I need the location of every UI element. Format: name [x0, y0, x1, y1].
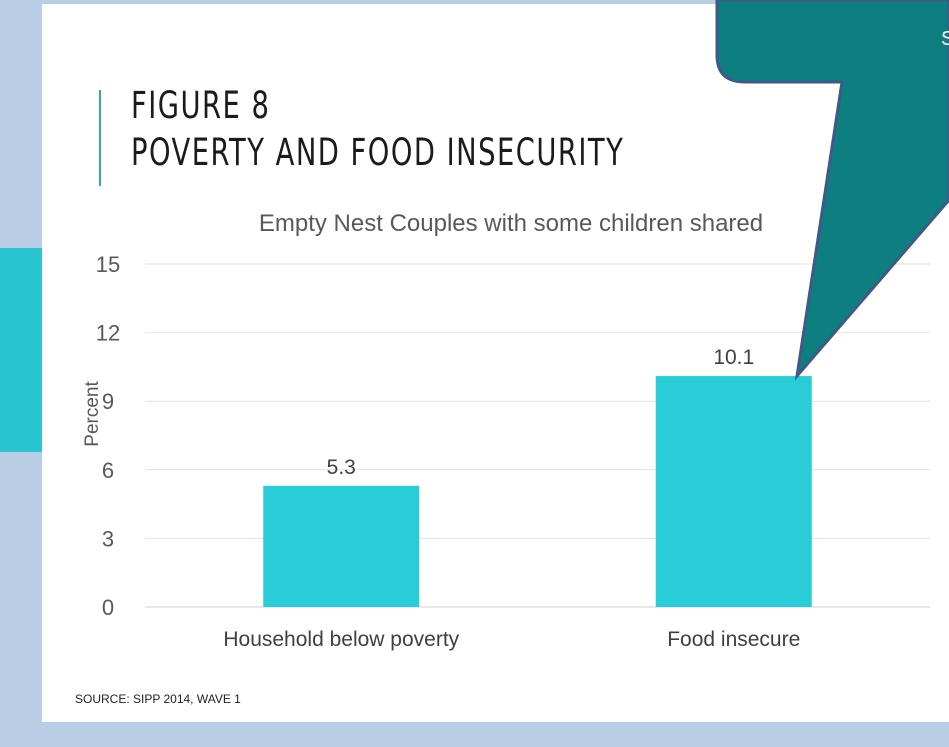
data-label: 5.3: [327, 456, 356, 479]
x-tick-label: Household below poverty: [223, 628, 459, 651]
bars: [263, 376, 812, 607]
y-tick-label: 6: [102, 458, 114, 483]
title-line-2: POVERTY AND FOOD INSECURITY: [131, 131, 625, 174]
y-tick-label: 3: [102, 526, 114, 551]
x-tick-label: Food insecure: [667, 628, 800, 651]
left-accent-bar: [0, 248, 42, 452]
y-tick-label: 12: [96, 321, 120, 346]
bar: [263, 485, 420, 607]
source-note: SOURCE: SIPP 2014, WAVE 1: [75, 692, 241, 706]
y-axis-label: Percent: [82, 381, 103, 447]
y-tick-label: 15: [96, 252, 120, 277]
y-tick-label: 0: [102, 595, 114, 620]
y-tick-labels: 0 3 6 9 12 15: [96, 252, 120, 620]
x-tick-labels: Household below poverty Food insecure: [223, 628, 800, 651]
bar: [655, 376, 812, 607]
data-label: 10.1: [713, 346, 754, 369]
chart-title: Empty Nest Couples with some children sh…: [259, 210, 763, 237]
speech-bubble-callout: [715, 0, 949, 381]
title-line-1: FIGURE 8: [131, 84, 271, 127]
page-title: FIGURE 8 POVERTY AND FOOD INSECURITY: [131, 82, 624, 176]
callout-text: S: [941, 28, 949, 50]
title-accent-line: [99, 90, 101, 186]
data-labels: 5.3 10.1: [327, 346, 755, 479]
y-tick-label: 9: [102, 389, 114, 414]
